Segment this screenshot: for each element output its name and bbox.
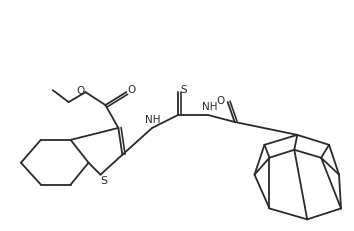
- Text: NH: NH: [202, 102, 218, 112]
- Text: O: O: [127, 85, 135, 95]
- Text: S: S: [100, 176, 107, 185]
- Text: NH: NH: [145, 115, 161, 125]
- Text: S: S: [181, 85, 187, 95]
- Text: O: O: [217, 96, 225, 106]
- Text: O: O: [76, 86, 85, 96]
